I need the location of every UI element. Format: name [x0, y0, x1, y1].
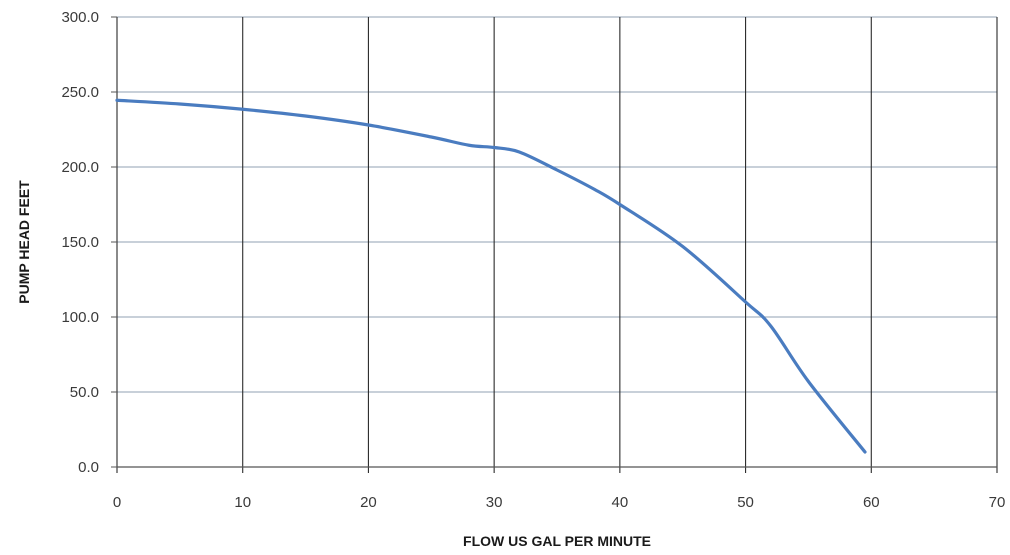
y-tick-label: 250.0	[61, 84, 99, 101]
y-tick-label: 150.0	[61, 234, 99, 251]
pump-curve-line	[115, 98, 867, 454]
y-tick-label: 50.0	[70, 384, 99, 401]
grid-layer	[116, 16, 998, 473]
x-tick-label: 50	[737, 494, 754, 511]
label-layer: FLOW US GAL PER MINUTE PUMP HEAD FEET	[16, 180, 651, 549]
y-axis-title: PUMP HEAD FEET	[16, 180, 32, 304]
y-tick-label: 200.0	[61, 159, 99, 176]
y-tick-label: 100.0	[61, 309, 99, 326]
x-tick-label: 30	[486, 494, 503, 511]
x-tick-label: 60	[863, 494, 880, 511]
y-tick-label: 300.0	[61, 9, 99, 26]
axis-layer: 0.0 50.0 100.0 150.0 200.0 250.0 300.0 0 10 20 30 4…	[61, 9, 1005, 511]
y-tick-label: 0.0	[78, 459, 99, 476]
x-tick-label: 0	[113, 494, 121, 511]
x-axis-title: FLOW US GAL PER MINUTE	[463, 533, 651, 549]
x-tick-label: 10	[234, 494, 251, 511]
x-tick-label: 70	[989, 494, 1006, 511]
x-tick-label: 20	[360, 494, 377, 511]
x-tick-label: 40	[612, 494, 629, 511]
series-layer	[115, 98, 867, 454]
